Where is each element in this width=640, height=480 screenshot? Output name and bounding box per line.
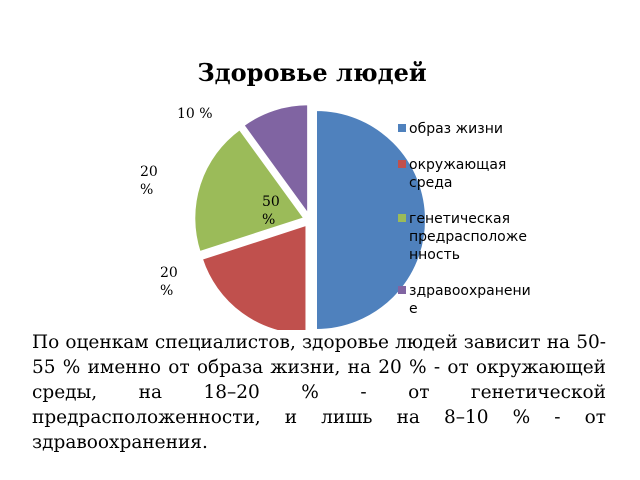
legend-swatch-3 [398, 214, 406, 222]
legend-entry-3: генетическая предрасположе нность [409, 211, 527, 263]
data-label-3: 20% [160, 265, 178, 299]
legend-entry-2: окружающая среда [409, 157, 506, 191]
data-label-4: 10 % [177, 106, 213, 122]
legend-swatch-1 [398, 124, 406, 132]
legend-entry-4: здравоохранени е [409, 283, 531, 317]
caption-text: По оценкам специалистов, здоровье людей … [32, 332, 606, 453]
data-label-1: 50% [262, 194, 280, 228]
data-labels: 50 % 20 % 20 % 10 % [140, 106, 280, 299]
data-label-2: 20% [140, 164, 158, 198]
legend: образ жизни окружающая среда генетическая пр… [398, 121, 531, 317]
pie-slice-3 [193, 127, 306, 254]
pie-slices [193, 103, 427, 330]
legend-swatch-4 [398, 286, 406, 294]
pie-chart: Здоровье людей 50 % 20 % 20 % 10 % образ жизни… [140, 58, 531, 330]
legend-entry-1: образ жизни [409, 121, 503, 137]
pie-slice-2 [200, 223, 308, 330]
legend-swatch-2 [398, 160, 406, 168]
pie-slice-4 [242, 103, 310, 218]
chart-title: Здоровье людей [197, 58, 426, 87]
